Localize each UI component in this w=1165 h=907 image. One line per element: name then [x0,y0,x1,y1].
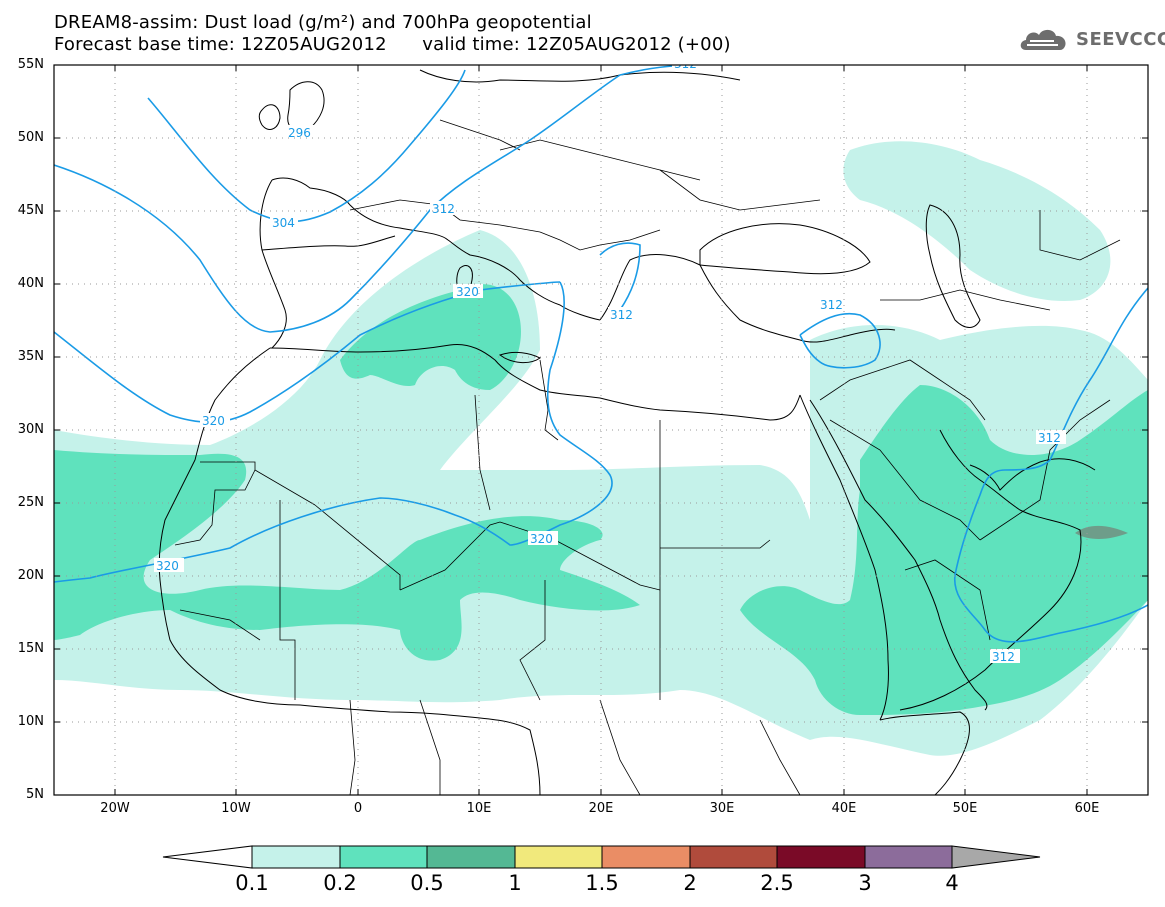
seevccc-logo: SEEVCCC [1018,24,1165,54]
colorbar-segment [776,845,866,869]
lon-label: 50E [952,801,978,816]
contour-label: 312 [674,57,697,71]
contour-label: 312 [1038,431,1061,445]
lon-label: 60E [1074,801,1100,816]
forecast-time-label: Forecast base time: 12Z05AUG2012 valid t… [54,34,731,55]
contour-label: 320 [530,532,553,546]
colorbar-segment [251,845,341,869]
dust-region-medium-west [54,450,640,661]
dust-region-light-caspian [843,141,1111,301]
contour-label: 320 [456,285,479,299]
colorbar-label: 4 [945,871,959,895]
contour-label: 320 [202,414,225,428]
colorbar-segment [339,845,428,869]
contour-label: 312 [820,298,843,312]
contour-label: 312 [432,202,455,216]
lat-label: 45N [17,203,44,218]
lat-label: 25N [17,495,44,510]
cloud-icon [1020,29,1066,50]
lon-label: 20W [100,801,130,816]
lat-label: 15N [17,641,44,656]
colorbar-label: 0.2 [323,871,357,895]
lat-label: 10N [17,714,44,729]
contour-label-group: 304 296 312 312 320 320 320 320 312 312 … [154,57,1066,664]
colorbar-segment [514,845,603,869]
colorbar-label: 0.5 [410,871,444,895]
colorbar [162,845,1041,869]
colorbar-label: 2 [683,871,697,895]
country-borders [174,119,1121,795]
lon-label: 40E [831,801,857,816]
contour-label: 320 [156,559,179,573]
colorbar-segment [162,845,253,869]
colorbar-label: 1.5 [585,871,619,895]
colorbar-label: 2.5 [760,871,794,895]
lat-label: 30N [17,422,44,437]
colorbar-segment [426,845,516,869]
lat-label: 35N [17,349,44,364]
colorbar-segment [689,845,778,869]
dust-region-medium-arabia [740,385,1148,715]
contour-label: 312 [610,308,633,322]
axis-ticks [54,64,1148,795]
colorbar-segment [864,845,953,869]
lon-label: 10E [466,801,492,816]
colorbar-label: 1 [508,871,522,895]
lat-label: 50N [17,130,44,145]
colorbar-label: 0.1 [235,871,269,895]
lon-label: 0 [353,801,363,816]
lon-label: 10W [221,801,251,816]
dust-region-medium-north [340,284,521,390]
lat-label: 20N [17,568,44,583]
colorbar-label: 3 [858,871,872,895]
lat-label: 40N [17,276,44,291]
graticule [54,65,1148,795]
colorbar-segment [601,845,691,869]
lat-label: 5N [26,787,44,802]
contour-label: 312 [992,650,1015,664]
colorbar-segment [951,845,1041,869]
contour-label: 304 [272,216,295,230]
dust-region-max [1075,525,1128,540]
logo-text: SEEVCCC [1076,28,1165,50]
map-title: DREAM8-assim: Dust load (g/m²) and 700hP… [54,12,592,33]
lat-label: 55N [17,57,44,72]
lon-label: 30E [709,801,735,816]
contour-label: 296 [288,126,311,140]
lon-label: 20E [588,801,614,816]
